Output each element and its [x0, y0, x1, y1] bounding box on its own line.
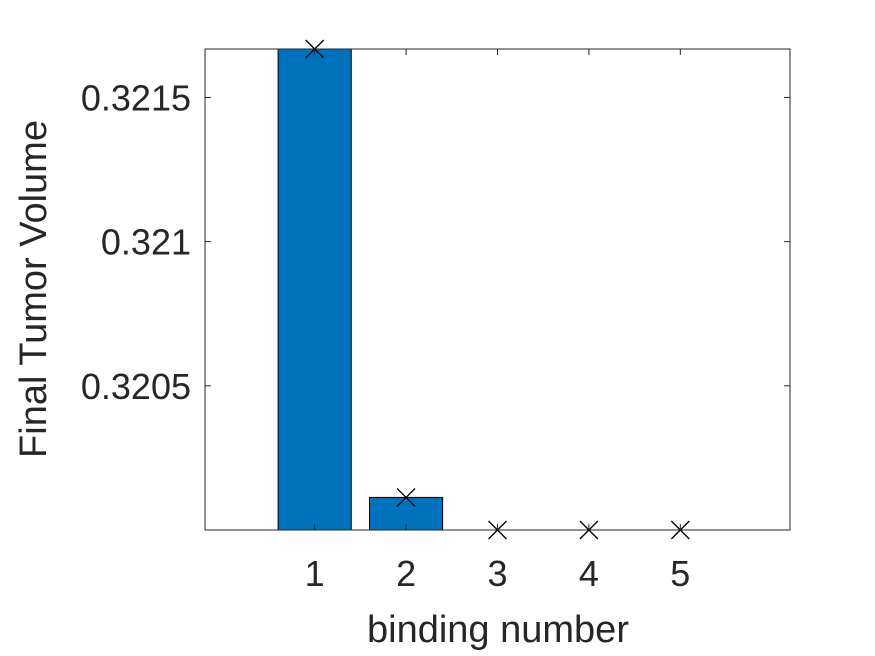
- y-axis-label: Final Tumor Volume: [13, 120, 55, 458]
- plot-area: [205, 48, 790, 531]
- bar-1: [277, 48, 352, 531]
- y-tick-label-0.321: 0.321: [101, 222, 191, 263]
- y-tick-label-0.3215: 0.3215: [81, 77, 191, 118]
- x-tick-label-5: 5: [670, 553, 690, 594]
- axes: [204, 48, 791, 531]
- tick-labels: 1 2 3 4 5 0.3205 0.321 0.3215: [81, 77, 690, 594]
- x-tick-label-4: 4: [579, 553, 599, 594]
- x-axis-label: binding number: [367, 609, 629, 651]
- x-tick-label-2: 2: [396, 553, 416, 594]
- y-tick-label-0.3205: 0.3205: [81, 366, 191, 407]
- x-marker-2: [396, 487, 416, 507]
- x-tick-label-3: 3: [487, 553, 507, 594]
- x-tick-label-1: 1: [305, 553, 325, 594]
